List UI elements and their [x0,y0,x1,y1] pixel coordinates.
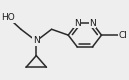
Text: Cl: Cl [119,31,128,40]
Text: HO: HO [1,13,15,22]
Text: N: N [89,19,96,28]
Text: N: N [74,19,81,28]
Text: N: N [33,36,40,45]
